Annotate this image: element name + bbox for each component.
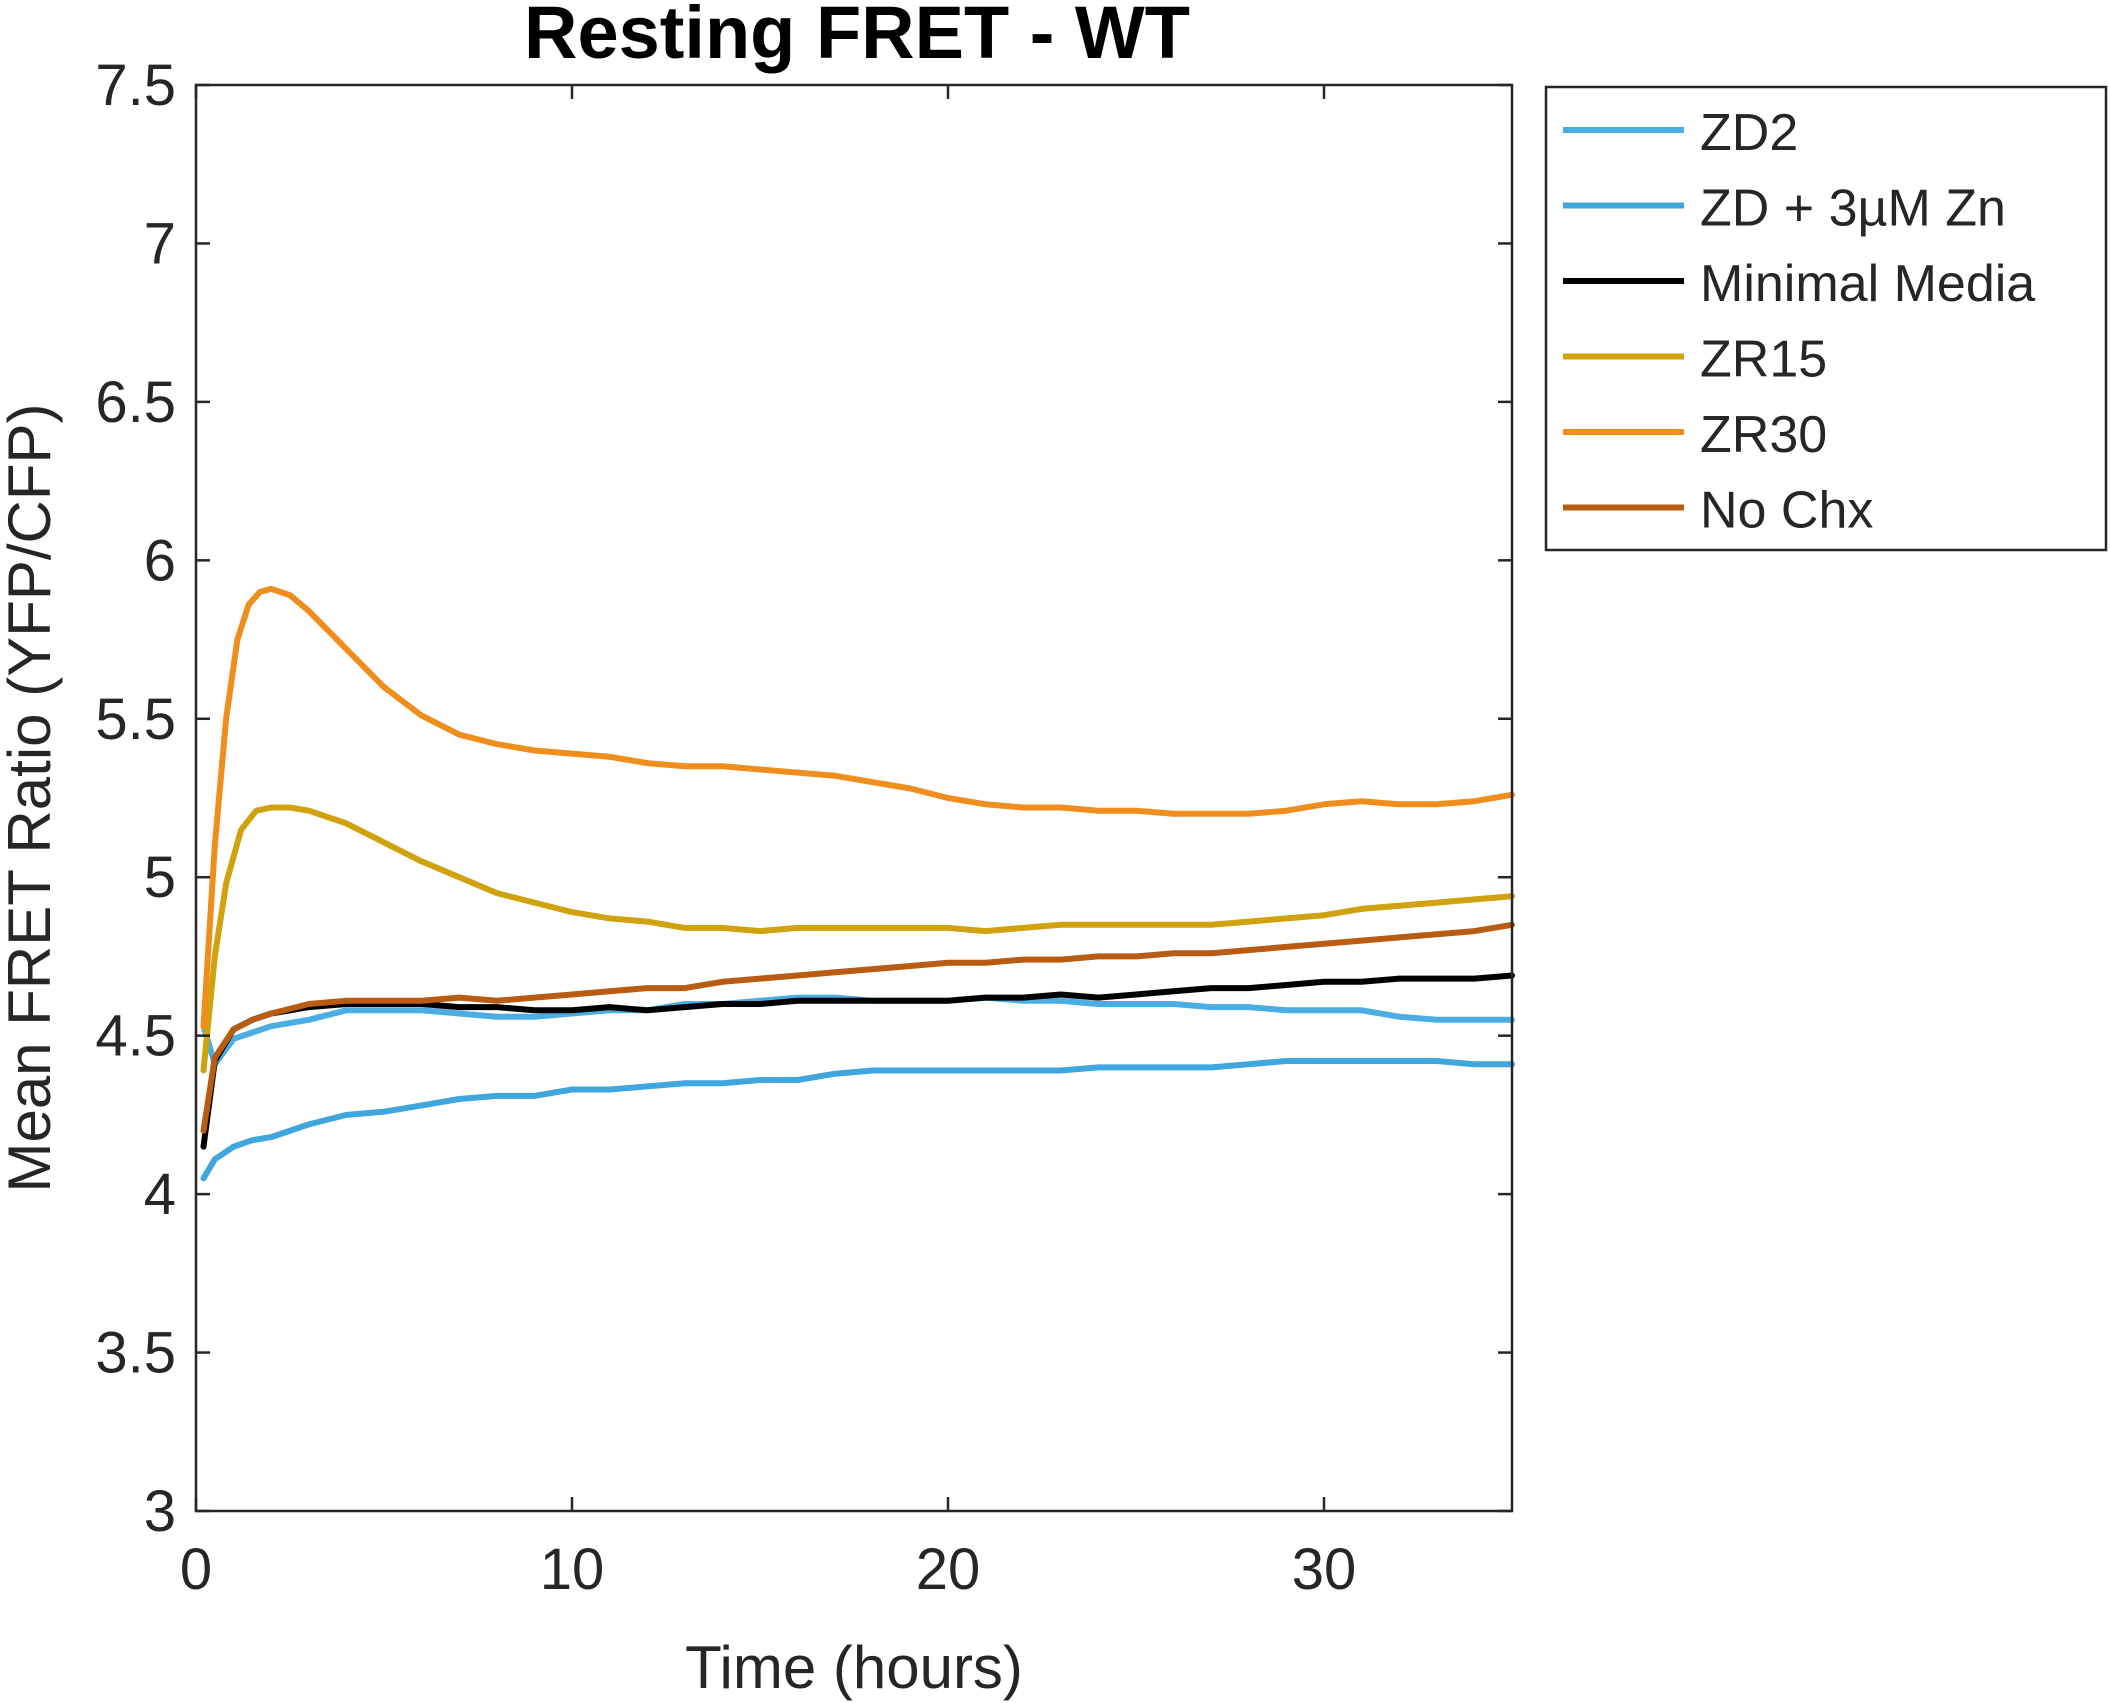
x-tick-label: 20 (916, 1537, 981, 1602)
y-tick-label: 7.5 (95, 53, 176, 118)
legend-items: ZD2 ZD + 3µM Zn Minimal Media ZR15 ZR30 No Ch… (1563, 104, 2035, 540)
y-tick-label: 5 (144, 845, 176, 910)
legend: ZD2 ZD + 3µM Zn Minimal Media ZR15 ZR30 No Ch… (1544, 85, 2108, 552)
x-axis-label: Time (hours) (685, 1634, 1023, 1701)
y-tick-label: 4.5 (95, 1004, 176, 1069)
legend-box (1544, 85, 2108, 552)
legend-label-1: ZD2 (1700, 104, 1798, 162)
series-line-6 (200, 921, 1515, 1134)
x-tick-label: 10 (540, 1537, 605, 1602)
x-tick-label: 0 (180, 1537, 212, 1602)
legend-label-4: ZR15 (1700, 331, 1827, 389)
series-layer (200, 585, 1515, 1182)
legend-label-2: ZD + 3µM Zn (1700, 180, 2006, 238)
axes-box (194, 83, 1514, 1513)
y-tick-label: 6 (144, 528, 176, 593)
x-tick-label: 30 (1292, 1537, 1357, 1602)
series-line-5 (200, 585, 1515, 1030)
series-line-2 (200, 1058, 1515, 1182)
axis-layer: 0 10 20 30 3 3.5 4 4.5 5 5.5 6 6.5 7 7.5 (95, 53, 1514, 1602)
chart-title: Resting FRET - WT (524, 0, 1190, 74)
legend-label-5: ZR30 (1700, 406, 1827, 464)
plot-area (196, 85, 1512, 1511)
y-tick-label: 3.5 (95, 1321, 176, 1386)
y-tick-label: 3 (144, 1479, 176, 1544)
y-tick-label: 6.5 (95, 370, 176, 435)
series-line-1 (200, 994, 1515, 1068)
y-tick-label: 5.5 (95, 687, 176, 752)
series-line-4 (200, 804, 1515, 1074)
y-tick-label: 4 (144, 1162, 176, 1227)
legend-label-3: Minimal Media (1700, 255, 2035, 313)
y-axis-label: Mean FRET Ratio (YFP/CFP) (0, 403, 63, 1192)
legend-label-6: No Chx (1700, 482, 1873, 540)
y-tick-label: 7 (144, 211, 176, 276)
series-line-3 (200, 972, 1515, 1150)
